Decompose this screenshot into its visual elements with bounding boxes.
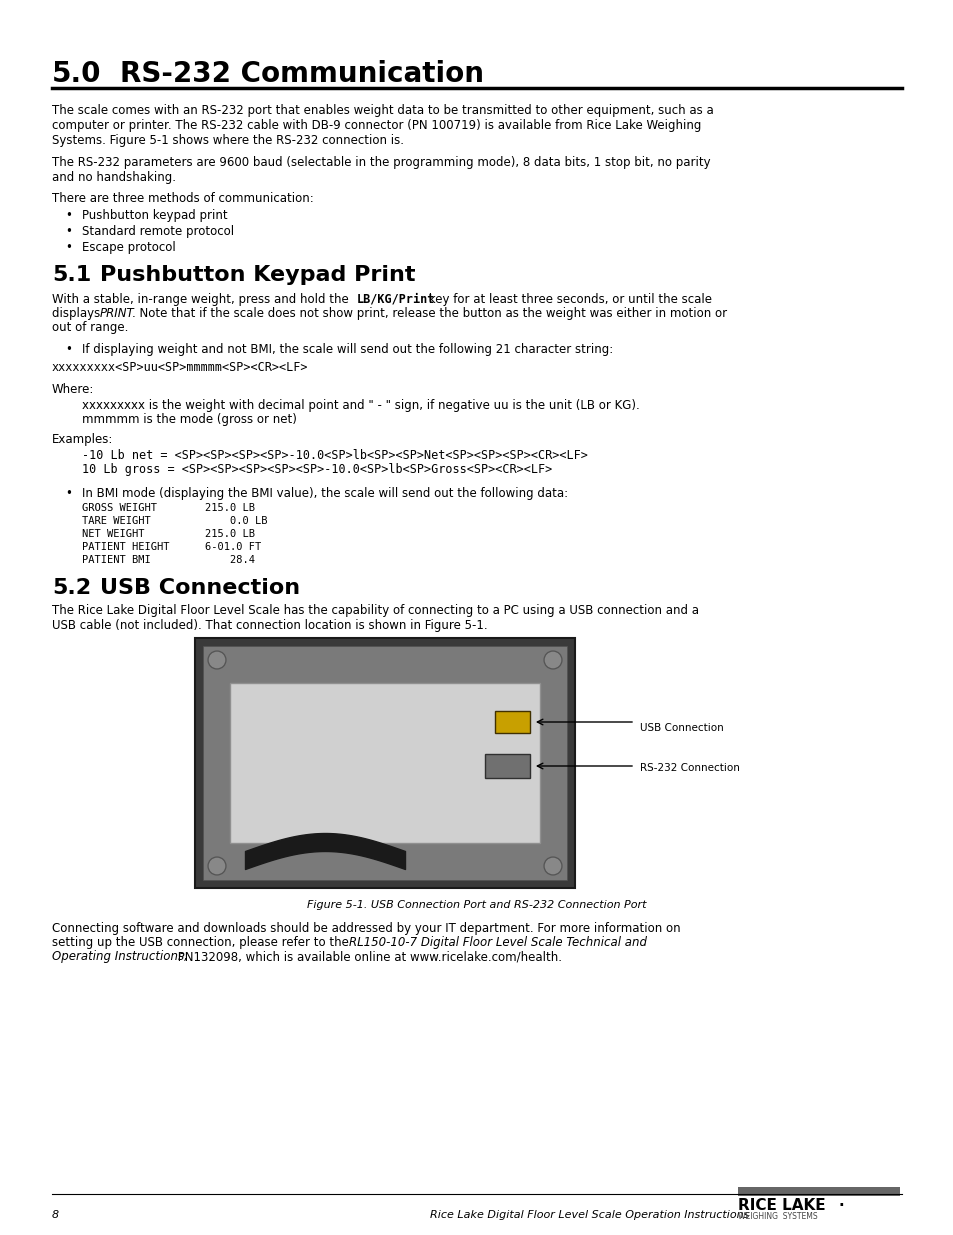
Text: 5.2: 5.2	[52, 578, 91, 598]
Text: RS-232 Communication: RS-232 Communication	[120, 61, 483, 88]
Text: setting up the USB connection, please refer to the: setting up the USB connection, please re…	[52, 936, 353, 948]
Text: In BMI mode (displaying the BMI value), the scale will send out the following da: In BMI mode (displaying the BMI value), …	[82, 487, 568, 500]
Text: USB Connection: USB Connection	[100, 578, 300, 598]
Text: Figure 5-1. USB Connection Port and RS-232 Connection Port: Figure 5-1. USB Connection Port and RS-2…	[307, 900, 646, 910]
Text: Standard remote protocol: Standard remote protocol	[82, 225, 233, 238]
Text: RS-232 Connection: RS-232 Connection	[639, 763, 740, 773]
Text: PATIENT BMI: PATIENT BMI	[82, 555, 151, 564]
Text: 5.0: 5.0	[52, 61, 101, 88]
Text: The Rice Lake Digital Floor Level Scale has the capability of connecting to a PC: The Rice Lake Digital Floor Level Scale …	[52, 604, 699, 632]
Text: Operating Instructions,: Operating Instructions,	[52, 950, 188, 963]
Text: ·: ·	[838, 1198, 843, 1213]
Circle shape	[543, 651, 561, 669]
Text: There are three methods of communication:: There are three methods of communication…	[52, 191, 314, 205]
Text: displays: displays	[52, 308, 104, 320]
Text: The scale comes with an RS-232 port that enables weight data to be transmitted t: The scale comes with an RS-232 port that…	[52, 104, 713, 147]
Text: Escape protocol: Escape protocol	[82, 241, 175, 254]
Text: USB Connection: USB Connection	[639, 722, 723, 734]
Text: key for at least three seconds, or until the scale: key for at least three seconds, or until…	[424, 293, 711, 306]
Text: . Note that if the scale does not show print, release the button as the weight w: . Note that if the scale does not show p…	[132, 308, 726, 320]
Text: xxxxxxxxx is the weight with decimal point and " - " sign, if negative uu is the: xxxxxxxxx is the weight with decimal poi…	[82, 399, 639, 412]
Text: TARE WEIGHT: TARE WEIGHT	[82, 516, 151, 526]
Text: If displaying weight and not BMI, the scale will send out the following 21 chara: If displaying weight and not BMI, the sc…	[82, 343, 613, 356]
Text: Pushbutton Keypad Print: Pushbutton Keypad Print	[100, 266, 416, 285]
Text: •: •	[65, 343, 71, 356]
Text: mmmmm is the mode (gross or net): mmmmm is the mode (gross or net)	[82, 412, 296, 426]
Text: The RS-232 parameters are 9600 baud (selectable in the programming mode), 8 data: The RS-232 parameters are 9600 baud (sel…	[52, 156, 710, 184]
Text: Rice Lake Digital Floor Level Scale Operation Instructions: Rice Lake Digital Floor Level Scale Oper…	[430, 1210, 749, 1220]
Text: 28.4: 28.4	[205, 555, 254, 564]
Text: •: •	[65, 209, 71, 222]
Bar	[203, 646, 566, 881]
Bar	[738, 1187, 899, 1195]
Bar	[194, 638, 575, 888]
Bar	[484, 755, 530, 778]
Text: Connecting software and downloads should be addressed by your IT department. For: Connecting software and downloads should…	[52, 923, 679, 935]
Text: Examples:: Examples:	[52, 433, 113, 446]
Text: NET WEIGHT: NET WEIGHT	[82, 529, 144, 538]
Text: 8: 8	[52, 1210, 59, 1220]
Text: With a stable, in-range weight, press and hold the: With a stable, in-range weight, press an…	[52, 293, 352, 306]
Text: LB/KG/Print: LB/KG/Print	[356, 293, 435, 306]
Text: •: •	[65, 225, 71, 238]
Circle shape	[543, 857, 561, 876]
Text: •: •	[65, 487, 71, 500]
Text: RICE LAKE: RICE LAKE	[738, 1198, 824, 1213]
Text: GROSS WEIGHT: GROSS WEIGHT	[82, 503, 157, 513]
Text: 215.0 LB: 215.0 LB	[205, 503, 254, 513]
Text: out of range.: out of range.	[52, 321, 129, 333]
Text: PN132098, which is available online at www.ricelake.com/health.: PN132098, which is available online at w…	[173, 950, 561, 963]
Bar	[495, 711, 530, 734]
Text: 215.0 LB: 215.0 LB	[205, 529, 254, 538]
Text: WEIGHING  SYSTEMS: WEIGHING SYSTEMS	[738, 1212, 817, 1221]
Text: PATIENT HEIGHT: PATIENT HEIGHT	[82, 542, 170, 552]
Text: 10 Lb gross = <SP><SP><SP><SP><SP>-10.0<SP>lb<SP>Gross<SP><CR><LF>: 10 Lb gross = <SP><SP><SP><SP><SP>-10.0<…	[82, 463, 552, 475]
Circle shape	[208, 857, 226, 876]
Text: PRINT: PRINT	[100, 308, 134, 320]
Text: RL150-10-7 Digital Floor Level Scale Technical and: RL150-10-7 Digital Floor Level Scale Tec…	[349, 936, 646, 948]
Text: Pushbutton keypad print: Pushbutton keypad print	[82, 209, 228, 222]
Text: Where:: Where:	[52, 383, 94, 396]
Circle shape	[208, 651, 226, 669]
Text: xxxxxxxxx<SP>uu<SP>mmmmm<SP><CR><LF>: xxxxxxxxx<SP>uu<SP>mmmmm<SP><CR><LF>	[52, 361, 308, 374]
Text: 5.1: 5.1	[52, 266, 91, 285]
Text: •: •	[65, 241, 71, 254]
Bar	[230, 683, 539, 844]
Text: 0.0 LB: 0.0 LB	[205, 516, 267, 526]
Text: -10 Lb net = <SP><SP><SP><SP>-10.0<SP>lb<SP><SP>Net<SP><SP><SP><CR><LF>: -10 Lb net = <SP><SP><SP><SP>-10.0<SP>lb…	[82, 450, 587, 462]
Text: 6-01.0 FT: 6-01.0 FT	[205, 542, 261, 552]
